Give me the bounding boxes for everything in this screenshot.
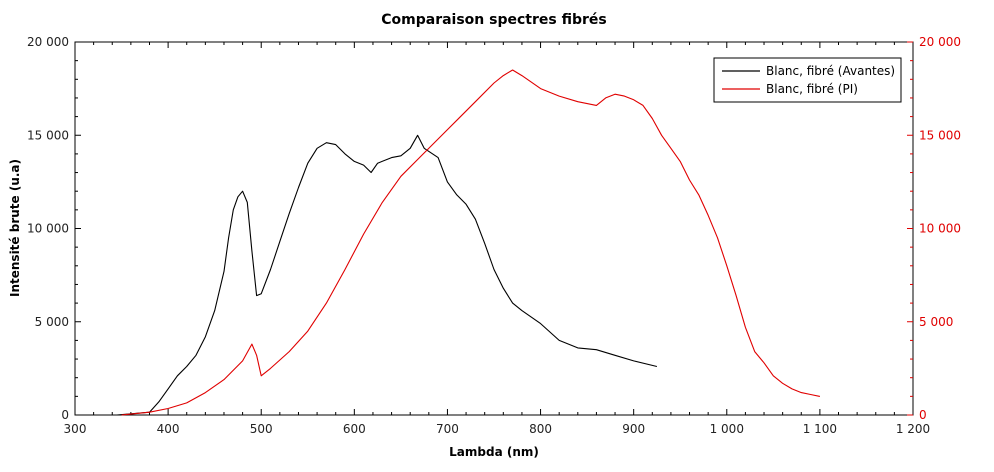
legend: Blanc, fibré (Avantes) Blanc, fibré (PI) [713,57,902,103]
y2-tick-label: 0 [919,408,927,422]
y2-axis-ticks: 0 5 000 10 000 15 000 20 000 [907,35,961,422]
x-tick-label: 1 100 [803,422,837,436]
x-tick-label: 800 [529,422,552,436]
x-axis-ticks: 300 400 500 600 700 800 900 1 000 1 100 1 200 [64,42,930,436]
x-tick-label: 700 [436,422,459,436]
chart-title: Comparaison spectres fibrés [381,12,606,28]
x-tick-label: 400 [157,422,180,436]
legend-label-pi: Blanc, fibré (PI) [766,82,858,96]
y-tick-label: 20 000 [27,35,69,49]
series-lines [116,69,821,416]
x-tick-label: 300 [64,422,87,436]
y-tick-label: 15 000 [27,128,69,142]
x-tick-label: 1 000 [710,422,744,436]
y-tick-label: 5 000 [35,315,69,329]
legend-label-avantes: Blanc, fibré (Avantes) [766,64,895,78]
y2-tick-label: 5 000 [919,315,953,329]
y-tick-label: 0 [61,408,69,422]
legend-box [713,57,902,103]
x-tick-label: 600 [343,422,366,436]
series-line-avantes [116,134,658,416]
y-axis-label: Intensité brute (u.a) [8,159,22,297]
x-tick-label: 500 [250,422,273,436]
x-tick-label: 1 200 [896,422,930,436]
y-tick-label: 10 000 [27,222,69,236]
y2-tick-label: 15 000 [919,128,961,142]
y2-tick-label: 20 000 [919,35,961,49]
x-axis-label: Lambda (nm) [449,445,539,459]
x-tick-label: 900 [622,422,645,436]
series-line-pi [121,69,821,416]
y-axis-ticks: 0 5 000 10 000 15 000 20 000 [27,35,81,422]
y2-tick-label: 10 000 [919,222,961,236]
